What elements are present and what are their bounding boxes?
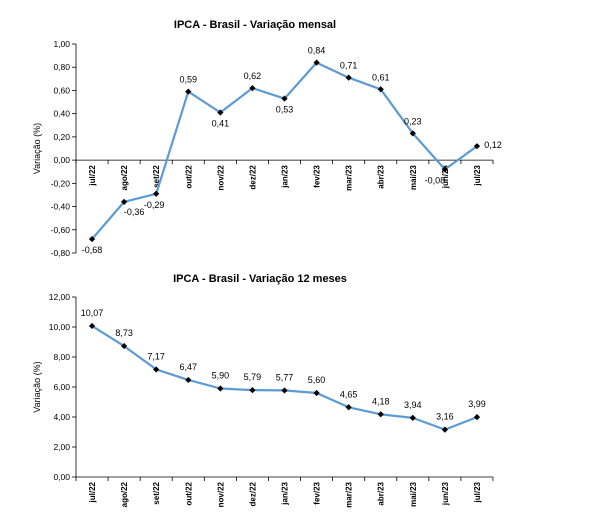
monthly-chart-title: IPCA - Brasil - Variação mensal [174, 19, 336, 31]
twelve-month-data-point [185, 376, 192, 384]
monthly-y-tick-label: -0,20 [51, 178, 71, 188]
twelve-month-category-label: nov/22 [216, 481, 225, 507]
twelve-month-data-point [217, 385, 224, 392]
monthly-y-tick-label: 0,00 [53, 155, 70, 165]
monthly-data-label: 0,23 [404, 116, 422, 126]
monthly-category-label: dez/22 [248, 165, 257, 190]
monthly-data-label: -0,68 [82, 245, 103, 255]
twelve-month-category-label: jul/22 [88, 481, 97, 503]
twelve-month-data-point [281, 387, 288, 394]
twelve-month-y-tick-label: 4,00 [53, 412, 70, 422]
twelve-month-category-label: set/22 [152, 481, 161, 504]
twelve-month-data-label: 6,47 [180, 362, 198, 372]
twelve-month-data-label: 5,77 [276, 372, 294, 382]
monthly-category-label: jul/22 [88, 165, 97, 187]
monthly-data-point [217, 109, 224, 116]
twelve-month-chart-title: IPCA - Brasil - Variação 12 meses [173, 273, 347, 285]
twelve-month-data-label: 5,90 [212, 371, 230, 381]
twelve-month-category-label: out/22 [184, 481, 193, 505]
twelve-month-data-label: 5,60 [308, 375, 326, 385]
monthly-y-tick-label: 0,60 [53, 85, 70, 95]
monthly-data-label: -0,29 [144, 200, 165, 210]
twelve-month-category-label: mai/23 [409, 481, 418, 506]
monthly-category-label: set/22 [152, 165, 161, 188]
twelve-month-category-label: fev/23 [313, 481, 322, 504]
twelve-month-y-tick-label: 10,00 [49, 322, 71, 332]
monthly-data-label: 0,84 [308, 46, 326, 56]
monthly-category-label: mar/23 [345, 165, 354, 191]
monthly-series-line [91, 61, 478, 240]
twelve-month-data-point [313, 389, 320, 397]
twelve-month-data-point [377, 411, 384, 418]
twelve-month-data-label: 3,99 [468, 399, 486, 409]
monthly-data-label: 0,12 [484, 140, 502, 150]
twelve-month-y-tick-label: 12,00 [49, 292, 71, 302]
monthly-y-tick-label: -0,40 [51, 202, 71, 212]
monthly-data-label: 0,59 [180, 75, 198, 85]
monthly-data-point [121, 198, 128, 206]
twelve-month-category-label: mar/23 [345, 481, 354, 507]
monthly-y-tick-label: -0,80 [51, 248, 71, 258]
twelve-month-category-label: ago/22 [120, 481, 129, 507]
monthly-y-axis-label: Variação (%) [32, 123, 42, 174]
monthly-data-point [249, 85, 256, 92]
monthly-data-label: -0,08 [425, 175, 446, 185]
monthly-y-tick-label: 0,20 [53, 132, 70, 142]
monthly-data-label: 0,71 [340, 61, 358, 71]
monthly-y-tick-label: 0,80 [53, 62, 70, 72]
twelve-month-y-tick-label: 8,00 [53, 352, 70, 362]
monthly-category-label: jan/23 [281, 165, 290, 189]
monthly-data-point [185, 88, 192, 95]
twelve-month-data-label: 4,65 [340, 389, 358, 399]
twelve-month-data-label: 3,16 [436, 412, 454, 422]
monthly-category-label: fev/23 [313, 165, 322, 188]
monthly-category-label: nov/22 [216, 165, 225, 191]
twelve-month-data-point [345, 404, 352, 411]
twelve-month-data-label: 4,18 [372, 396, 390, 406]
monthly-category-label: ago/22 [120, 165, 129, 191]
monthly-y-tick-label: 0,40 [53, 109, 70, 119]
twelve-month-category-label: jun/23 [441, 481, 450, 506]
twelve-month-y-tick-label: 0,00 [53, 472, 70, 482]
twelve-month-data-label: 5,79 [244, 372, 262, 382]
twelve-month-data-label: 10,07 [81, 308, 104, 318]
monthly-data-label: 0,62 [244, 71, 262, 81]
twelve-month-data-label: 7,17 [147, 351, 165, 361]
twelve-month-data-point [409, 414, 416, 422]
monthly-data-label: 0,53 [276, 105, 294, 115]
twelve-month-data-label: 3,94 [404, 400, 422, 410]
monthly-data-label: -0,36 [124, 207, 145, 217]
monthly-data-point [153, 190, 160, 197]
twelve-month-y-tick-label: 2,00 [53, 442, 70, 452]
twelve-month-data-point [441, 426, 448, 433]
monthly-y-tick-label: -0,60 [51, 225, 71, 235]
monthly-category-label: mai/23 [409, 165, 418, 190]
twelve-month-data-label: 8,73 [115, 328, 133, 338]
twelve-month-data-point [249, 387, 256, 394]
monthly-data-label: 0,61 [372, 72, 390, 82]
monthly-category-label: abr/23 [377, 165, 386, 189]
twelve-month-category-label: jan/23 [281, 481, 290, 505]
monthly-category-label: out/22 [184, 165, 193, 189]
monthly-data-label: 0,41 [212, 119, 230, 129]
twelve-month-y-tick-label: 6,00 [53, 382, 70, 392]
monthly-category-label: jul/23 [473, 165, 482, 187]
twelve-month-category-label: abr/23 [377, 481, 386, 505]
twelve-month-category-label: jul/23 [473, 481, 482, 503]
monthly-data-point [88, 235, 96, 243]
twelve-month-data-point [473, 414, 481, 421]
twelve-month-y-axis-label: Variação (%) [32, 361, 42, 412]
monthly-category-label: jun/23 [441, 165, 450, 190]
monthly-y-tick-label: 1,00 [53, 39, 70, 49]
twelve-month-category-label: dez/22 [248, 481, 257, 506]
